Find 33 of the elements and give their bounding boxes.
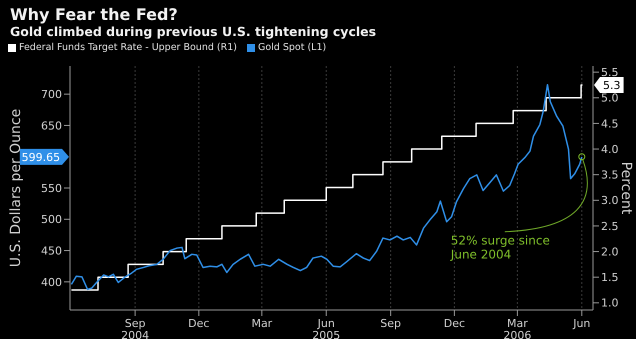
y-tick-label: 700 [41,88,62,102]
y-axis-title: U.S. Dollars per Ounce [8,108,24,268]
x-tick-label: Mar 2006 [503,317,532,339]
y2-tick-label: 1.5 [601,271,618,284]
y-tick-label: 400 [41,276,62,289]
y2-tick-label: 5.5 [601,66,618,80]
y2-tick-label: 3.5 [601,168,618,182]
text: 599.65 [22,150,60,164]
y2-tick-label: 2.5 [601,220,618,233]
y2-tick-label: 4.0 [601,142,618,156]
x-tick-label: Dec [188,317,210,330]
chart-subtitle: Gold climbed during previous U.S. tightening cycles [10,24,376,39]
y2-tick-label: 4.5 [601,117,618,130]
chart-title: Why Fear the Fed? [10,5,178,24]
y2-axis-title: Percent [618,162,634,215]
y2-tick-label: 3.0 [601,194,618,208]
y-tick-label: 450 [41,244,62,258]
annotation: 52% surge since June 2004 [450,234,550,262]
text: 5.3 [603,78,621,92]
x-tick-label: Mar [251,317,273,330]
y2-tick-label: 5.0 [601,92,618,105]
x-tick-label: Sep [380,317,402,330]
y-tick-label: 650 [41,119,62,132]
x-tick-label: Dec [444,317,466,330]
x-tick-label: Jun 2005 [312,317,340,339]
legend-label: Gold Spot (L1) [258,42,326,53]
y-tick-label: 550 [41,182,62,195]
legend-label: Federal Funds Target Rate - Upper Bound (R1) [19,42,237,53]
y2-tick-label: 2.0 [601,245,618,258]
y-tick-label: 500 [41,213,62,226]
x-tick-label: Sep 2004 [121,317,150,339]
x-tick-label: Jun [572,317,590,330]
y2-tick-label: 1.0 [601,296,618,310]
